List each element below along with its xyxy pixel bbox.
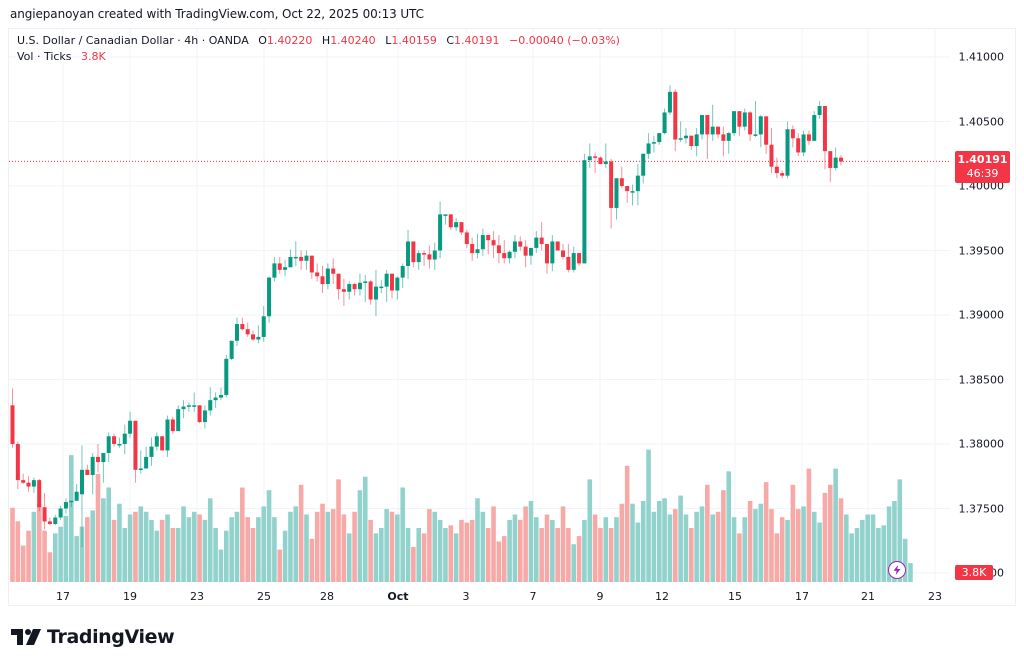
time-tick-label: 23 — [928, 590, 942, 603]
last-price: 1.40191 — [957, 153, 1008, 166]
price-tick-label: 1.38000 — [958, 437, 1005, 451]
chart-frame — [8, 28, 1016, 606]
last-price-tag: 1.40191 46:39 — [955, 151, 1010, 183]
time-tick-label: 17 — [56, 590, 70, 603]
time-tick-label: 21 — [861, 590, 875, 603]
last-volume-tag: 3.8K — [955, 565, 993, 580]
chart-legend: U.S. Dollar / Canadian Dollar · 4h · OAN… — [17, 33, 620, 65]
time-tick-label: 3 — [462, 590, 470, 603]
chart-credit: angiepanoyan created with TradingView.co… — [10, 7, 424, 21]
time-tick-label: 17 — [795, 590, 809, 603]
price-tick-label: 1.41000 — [958, 50, 1005, 64]
logo-text: TradingView — [47, 626, 175, 648]
time-tick-label: 28 — [320, 590, 334, 603]
time-tick-label: 7 — [529, 590, 537, 603]
symbol-description[interactable]: U.S. Dollar / Canadian Dollar · 4h · OAN… — [17, 34, 249, 47]
volume-value: 3.8K — [81, 50, 106, 63]
time-tick-label: 25 — [257, 590, 271, 603]
time-tick-label: 12 — [655, 590, 669, 603]
price-tick-label: 1.38500 — [958, 373, 1005, 386]
time-tick-label: 19 — [123, 590, 137, 603]
time-tick-label: 23 — [190, 590, 204, 603]
time-tick-label: Oct — [387, 590, 409, 603]
legend-ohlc-row: U.S. Dollar / Canadian Dollar · 4h · OAN… — [17, 34, 620, 47]
price-tick-label: 1.39500 — [958, 244, 1005, 257]
low-value: 1.40159 — [391, 34, 437, 47]
close-value: 1.40191 — [454, 34, 500, 47]
price-tick-label: 1.37500 — [958, 502, 1005, 515]
legend-volume-row: Vol · Ticks 3.8K — [17, 49, 620, 65]
alert-bolt-icon[interactable] — [888, 561, 906, 579]
time-tick-label: 15 — [728, 590, 742, 603]
time-tick-label: 9 — [596, 590, 604, 603]
open-value: 1.40220 — [266, 34, 313, 47]
change-value: −0.00040 (−0.03%) — [509, 34, 620, 47]
tradingview-logo-icon — [11, 629, 41, 645]
price-tick-label: 1.39000 — [958, 308, 1005, 322]
volume-label[interactable]: Vol · Ticks — [17, 50, 72, 63]
high-value: 1.40240 — [330, 34, 376, 47]
bar-countdown: 46:39 — [966, 167, 999, 180]
price-tick-label: 1.40500 — [958, 115, 1005, 128]
tradingview-logo[interactable]: TradingView — [11, 626, 175, 648]
